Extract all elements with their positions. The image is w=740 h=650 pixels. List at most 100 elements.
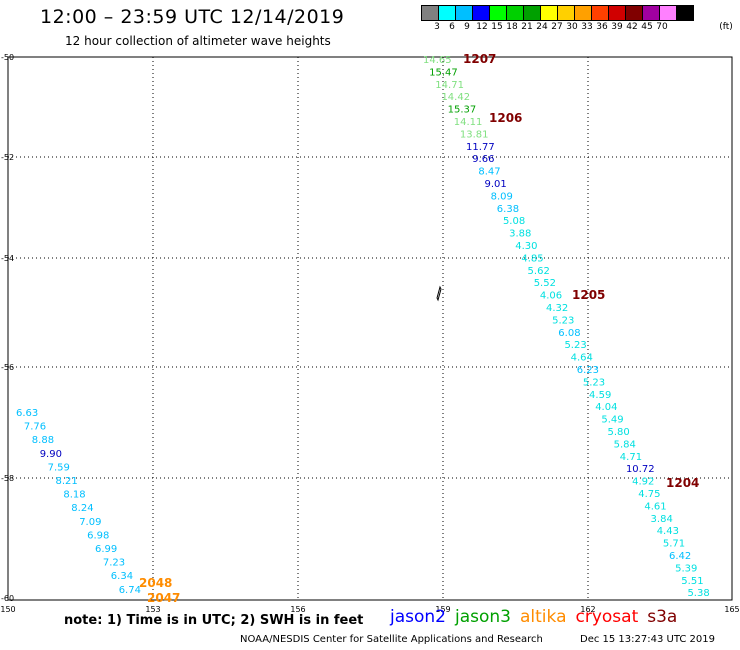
swh-label: 14.65 (423, 55, 452, 66)
swh-label: 5.23 (552, 315, 574, 326)
swh-label: 6.38 (497, 204, 519, 215)
swh-label: 4.71 (620, 452, 642, 463)
legend-label: 24 (536, 22, 548, 32)
map-frame (7, 56, 733, 601)
legend-label: 33 (581, 22, 593, 32)
pass-time-label: 2047 (147, 591, 180, 605)
swh-label: 9.90 (40, 449, 62, 460)
legend-label: 39 (611, 22, 623, 32)
swh-label: 5.51 (681, 576, 703, 587)
lon-tick-label: 159 (435, 605, 450, 614)
swh-label: 4.85 (521, 253, 543, 264)
swh-label: 7.59 (48, 462, 70, 473)
swh-label: 8.47 (478, 167, 500, 178)
footer-timestamp: Dec 15 13:27:43 UTC 2019 (580, 634, 715, 645)
swh-label: 7.09 (79, 517, 101, 528)
swh-label: 10.72 (626, 464, 655, 475)
swh-label: 4.61 (644, 501, 666, 512)
swh-label: 5.38 (687, 588, 709, 599)
swh-label: 6.74 (119, 585, 141, 596)
legend-label: 21 (521, 22, 533, 32)
satellite-cryosat: cryosat (575, 607, 639, 627)
lat-tick-label: -56 (1, 363, 14, 372)
swh-label: 6.42 (669, 551, 691, 562)
swh-label: 6.99 (95, 544, 117, 555)
satellite-jason3: jason3 (455, 607, 511, 627)
swh-label: 6.23 (577, 365, 599, 376)
swh-label: 4.59 (589, 390, 611, 401)
swh-label: 11.77 (466, 142, 495, 153)
legend-label: 12 (476, 22, 488, 32)
swh-label: 8.18 (63, 490, 85, 501)
lat-tick-label: -58 (1, 474, 14, 483)
land-outline (436, 285, 442, 302)
swh-label: 6.08 (558, 328, 580, 339)
legend-label: 30 (566, 22, 578, 32)
swh-label: 5.49 (601, 415, 623, 426)
swh-label: 5.52 (534, 278, 556, 289)
swh-label: 4.32 (546, 303, 568, 314)
legend-swatch (676, 5, 694, 21)
legend-label: 9 (464, 22, 470, 32)
swh-label: 4.06 (540, 291, 562, 302)
pass-time-label: 2048 (139, 576, 172, 590)
swh-label: 5.80 (608, 427, 630, 438)
lon-tick-label: 150 (0, 605, 15, 614)
swh-label: 5.84 (614, 439, 636, 450)
footer-credit: NOAA/NESDIS Center for Satellite Applica… (240, 634, 543, 645)
legend-label: 27 (551, 22, 563, 32)
swh-label: 6.34 (111, 571, 133, 582)
legend-label: 36 (596, 22, 608, 32)
swh-label: 6.63 (16, 408, 38, 419)
swh-label: 4.30 (515, 241, 537, 252)
swh-label: 8.21 (56, 476, 78, 487)
swh-label: 8.24 (71, 503, 93, 514)
legend-unit: (ft) (719, 22, 733, 32)
swh-label: 4.92 (632, 477, 654, 488)
swh-label: 8.88 (32, 435, 54, 446)
swh-label: 4.43 (657, 526, 679, 537)
satellite-s3a: s3a (647, 607, 678, 627)
page-subtitle: 12 hour collection of altimeter wave hei… (65, 34, 331, 48)
swh-label: 5.39 (675, 563, 697, 574)
satellite-legend: jason2 jason3 altika cryosat s3a (390, 607, 686, 627)
swh-label: 5.23 (583, 377, 605, 388)
color-legend-labels: 3 6 9 12 15 18 21 24 27 30 33 36 39 42 45 70 (ft) (421, 22, 740, 36)
lon-tick-label: 153 (145, 605, 160, 614)
legend-label: 18 (506, 22, 518, 32)
note-text: note: 1) Time is in UTC; 2) SWH is in fe… (64, 613, 364, 628)
swh-label: 15.47 (429, 67, 458, 78)
swh-label: 4.04 (595, 402, 617, 413)
swh-label: 5.62 (528, 266, 550, 277)
legend-label: 70 (656, 22, 668, 32)
swh-label: 7.76 (24, 422, 46, 433)
swh-label: 4.75 (638, 489, 660, 500)
lat-tick-label: -60 (1, 594, 14, 603)
legend-label: 3 (434, 22, 440, 32)
swh-label: 5.08 (503, 216, 525, 227)
satellite-altika: altika (520, 607, 567, 627)
lat-tick-label: -54 (1, 254, 14, 263)
swh-label: 3.88 (509, 229, 531, 240)
swh-label: 9.01 (485, 179, 507, 190)
lon-tick-label: 156 (290, 605, 305, 614)
lat-tick-label: -50 (1, 53, 14, 62)
pass-time-label: 1205 (572, 288, 605, 302)
satellite-jason2: jason2 (390, 607, 446, 627)
lat-tick-label: -52 (1, 153, 14, 162)
swh-label: 14.42 (441, 92, 470, 103)
page-title: 12:00 – 23:59 UTC 12/14/2019 (40, 6, 345, 28)
swh-label: 15.37 (448, 105, 477, 116)
legend-label: 42 (626, 22, 638, 32)
swh-label: 9.66 (472, 154, 494, 165)
legend-label: 6 (449, 22, 455, 32)
pass-time-label: 1206 (489, 111, 522, 125)
pass-time-label: 1204 (666, 476, 699, 490)
swh-label: 14.71 (435, 80, 464, 91)
legend-label: 45 (641, 22, 653, 32)
lon-tick-label: 165 (724, 605, 739, 614)
swh-label: 14.11 (454, 117, 483, 128)
lon-tick-label: 162 (580, 605, 595, 614)
swh-label: 3.84 (651, 514, 673, 525)
